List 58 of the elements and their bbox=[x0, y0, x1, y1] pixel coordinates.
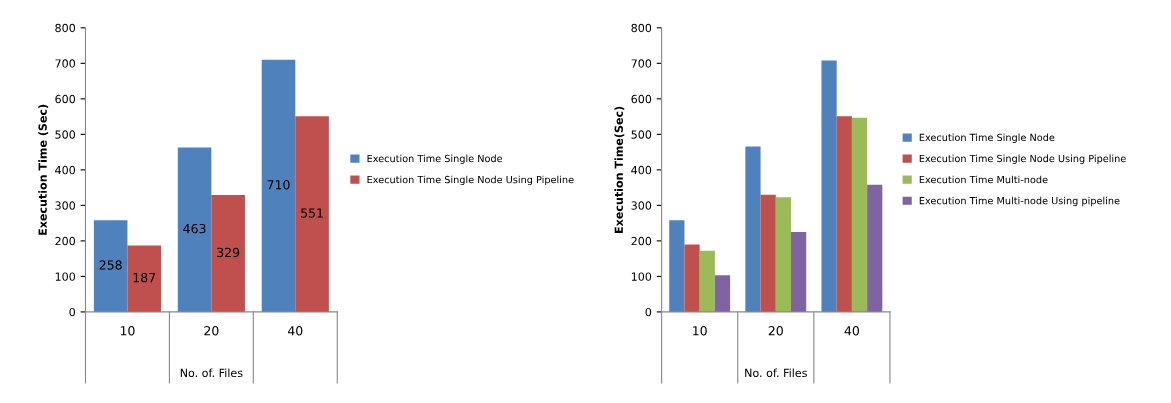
x-tick-label: 20 bbox=[768, 326, 783, 336]
y-tick-label: 800 bbox=[631, 23, 652, 33]
y-tick-label: 300 bbox=[631, 201, 652, 210]
y-tick-label: 700 bbox=[55, 59, 76, 68]
y-axis-title: Execution Time(Sec) bbox=[614, 106, 625, 233]
bar bbox=[851, 117, 868, 312]
legend-label: Execution Time Multi-node Using pipeline bbox=[919, 196, 1120, 207]
bar bbox=[127, 245, 162, 312]
x-axis-title: No. of. Files bbox=[745, 368, 807, 378]
legend-label: Execution Time Single Node bbox=[919, 133, 1055, 143]
bar bbox=[745, 146, 761, 312]
data-label: 187 bbox=[133, 272, 156, 283]
bar bbox=[836, 116, 852, 312]
y-tick-label: 200 bbox=[55, 236, 76, 246]
bar bbox=[669, 220, 685, 312]
bar bbox=[261, 59, 296, 312]
y-tick-label: 300 bbox=[55, 201, 76, 210]
y-tick-label: 600 bbox=[55, 94, 76, 104]
legend-label: Execution Time Single Node Using Pipeline bbox=[367, 175, 574, 186]
x-tick-label: 20 bbox=[204, 326, 219, 336]
y-tick-label: 800 bbox=[55, 23, 76, 33]
bar bbox=[760, 194, 776, 312]
y-tick-label: 0 bbox=[69, 307, 76, 317]
x-axis-title: No. of. Files bbox=[180, 368, 243, 378]
x-tick-label: 10 bbox=[120, 326, 135, 336]
bar bbox=[211, 195, 245, 312]
bar bbox=[714, 275, 731, 312]
y-tick-label: 400 bbox=[55, 165, 76, 175]
bar bbox=[177, 147, 212, 312]
y-tick-label: 700 bbox=[631, 59, 652, 68]
y-tick-label: 600 bbox=[631, 94, 652, 104]
legend-label: Execution Time Single Node Using Pipeline bbox=[919, 154, 1126, 165]
bar bbox=[821, 60, 837, 312]
y-tick-label: 500 bbox=[55, 130, 76, 139]
legend-label: Execution Time Multi-node bbox=[919, 175, 1048, 184]
bar bbox=[699, 250, 715, 312]
y-axis-title: Execution Time (Sec) bbox=[38, 104, 49, 235]
data-label: 258 bbox=[99, 260, 122, 270]
bar bbox=[867, 184, 883, 312]
data-label: 463 bbox=[183, 223, 206, 234]
y-tick-label: 200 bbox=[631, 236, 652, 246]
y-tick-label: 100 bbox=[631, 272, 652, 281]
data-label: 710 bbox=[267, 180, 290, 190]
legend-label: Execution Time Single Node bbox=[367, 154, 503, 165]
data-label: 551 bbox=[301, 208, 323, 218]
y-tick-label: 500 bbox=[631, 130, 652, 139]
x-tick-label: 40 bbox=[844, 326, 860, 336]
y-tick-label: 0 bbox=[645, 307, 652, 317]
y-tick-label: 100 bbox=[55, 272, 76, 281]
bar bbox=[93, 220, 128, 312]
x-tick-label: 10 bbox=[693, 326, 707, 336]
bar bbox=[295, 116, 329, 312]
bar bbox=[684, 244, 700, 312]
bar bbox=[791, 232, 807, 312]
x-tick-label: 40 bbox=[287, 326, 303, 336]
data-label: 329 bbox=[217, 247, 240, 258]
y-tick-label: 400 bbox=[631, 165, 652, 175]
bar bbox=[775, 197, 792, 312]
